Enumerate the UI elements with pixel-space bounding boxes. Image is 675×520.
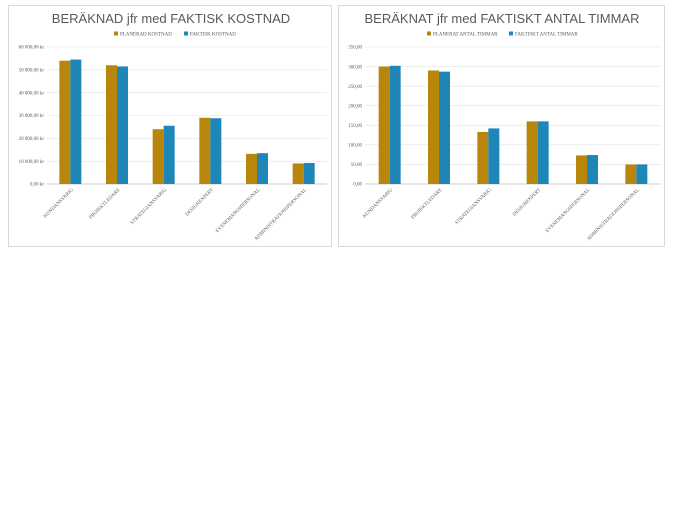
bar <box>117 66 128 184</box>
x-category-label: KUNDANSVARIG <box>363 188 395 220</box>
bar <box>587 155 598 184</box>
y-tick-label: 50,00 <box>351 163 363 168</box>
x-category-label: DESIGNEXPERT <box>185 188 215 218</box>
y-tick-label: 250,00 <box>348 85 362 90</box>
bar <box>636 164 648 184</box>
bar <box>303 162 315 184</box>
bar <box>428 70 439 184</box>
bar <box>625 164 637 184</box>
y-tick-label: 300,00 <box>348 65 362 70</box>
bar <box>210 118 222 184</box>
y-tick-label: 200,00 <box>348 104 362 109</box>
bar <box>199 117 211 184</box>
bar <box>59 60 71 185</box>
x-category-label: PROJEKTLEDARE <box>89 188 122 221</box>
legend-swatch <box>114 31 118 36</box>
y-tick-label: 350,00 <box>348 46 362 51</box>
y-tick-label: 10 000,00 kr <box>19 160 45 165</box>
cost-chart: BERÄKNAD jfr med FAKTISK KOSTNAD 0,00 kr… <box>19 11 327 242</box>
y-tick-label: 20 000,00 kr <box>19 137 45 142</box>
bar <box>477 131 489 184</box>
legend-label: FAKTISKT ANTAL TIMMAR <box>515 33 578 38</box>
legend-label: PLANERAT ANTAL TIMMAR <box>433 33 498 38</box>
bar <box>257 153 268 184</box>
legend-swatch <box>427 31 431 36</box>
hours-chart: BERÄKNAT jfr med FAKTISKT ANTAL TIMMAR 0… <box>348 11 661 242</box>
y-tick-label: 0,00 <box>353 183 362 188</box>
legend-swatch <box>509 31 513 36</box>
hours-chart-panel: BERÄKNAT jfr med FAKTISKT ANTAL TIMMAR 0… <box>338 5 665 247</box>
bar <box>526 121 538 184</box>
x-category-label: DESIGNEXPERT <box>512 188 542 218</box>
chart-title: BERÄKNAD jfr med FAKTISK KOSTNAD <box>52 11 290 26</box>
legend-label: FAKTISK KOSTNAD <box>190 33 236 38</box>
bar <box>378 66 390 184</box>
y-tick-label: 100,00 <box>348 144 362 149</box>
legend-label: PLANERAD KOSTNAD <box>120 33 172 38</box>
bar <box>488 128 500 184</box>
bar <box>246 153 257 184</box>
y-tick-label: 50 000,00 kr <box>19 69 45 74</box>
x-category-label: KUNDANSVARIG <box>43 188 75 220</box>
y-tick-label: 150,00 <box>348 124 362 129</box>
bar <box>389 65 401 184</box>
bar <box>163 125 175 184</box>
x-category-label: PROJEKTLEDARE <box>411 188 444 221</box>
x-category-label: EVENEMANGSPERSONAL <box>545 188 591 234</box>
bar <box>152 129 164 184</box>
x-category-label: EVENEMANGSPERSONAL <box>215 188 261 234</box>
y-tick-label: 0,00 kr <box>30 183 45 188</box>
chart-title: BERÄKNAT jfr med FAKTISKT ANTAL TIMMAR <box>365 11 640 26</box>
bar <box>106 65 117 184</box>
bar <box>70 59 82 184</box>
x-category-label: STRATEGIANSVARIG <box>455 188 493 226</box>
legend-swatch <box>184 31 188 36</box>
x-category-label: STRATEGIANSVARIG <box>130 188 168 226</box>
bar <box>576 155 587 184</box>
bar <box>439 71 450 184</box>
cost-chart-panel: BERÄKNAD jfr med FAKTISK KOSTNAD 0,00 kr… <box>8 5 332 247</box>
y-tick-label: 60 000,00 kr <box>19 46 45 51</box>
x-category-label: ADMINISTRATIONSPERSONAL <box>254 188 308 242</box>
x-category-label: ADMINISTRATIONSPERSONAL <box>587 188 641 242</box>
bar <box>292 163 304 184</box>
y-tick-label: 30 000,00 kr <box>19 114 45 119</box>
bar <box>537 121 549 184</box>
y-tick-label: 40 000,00 kr <box>19 91 45 96</box>
